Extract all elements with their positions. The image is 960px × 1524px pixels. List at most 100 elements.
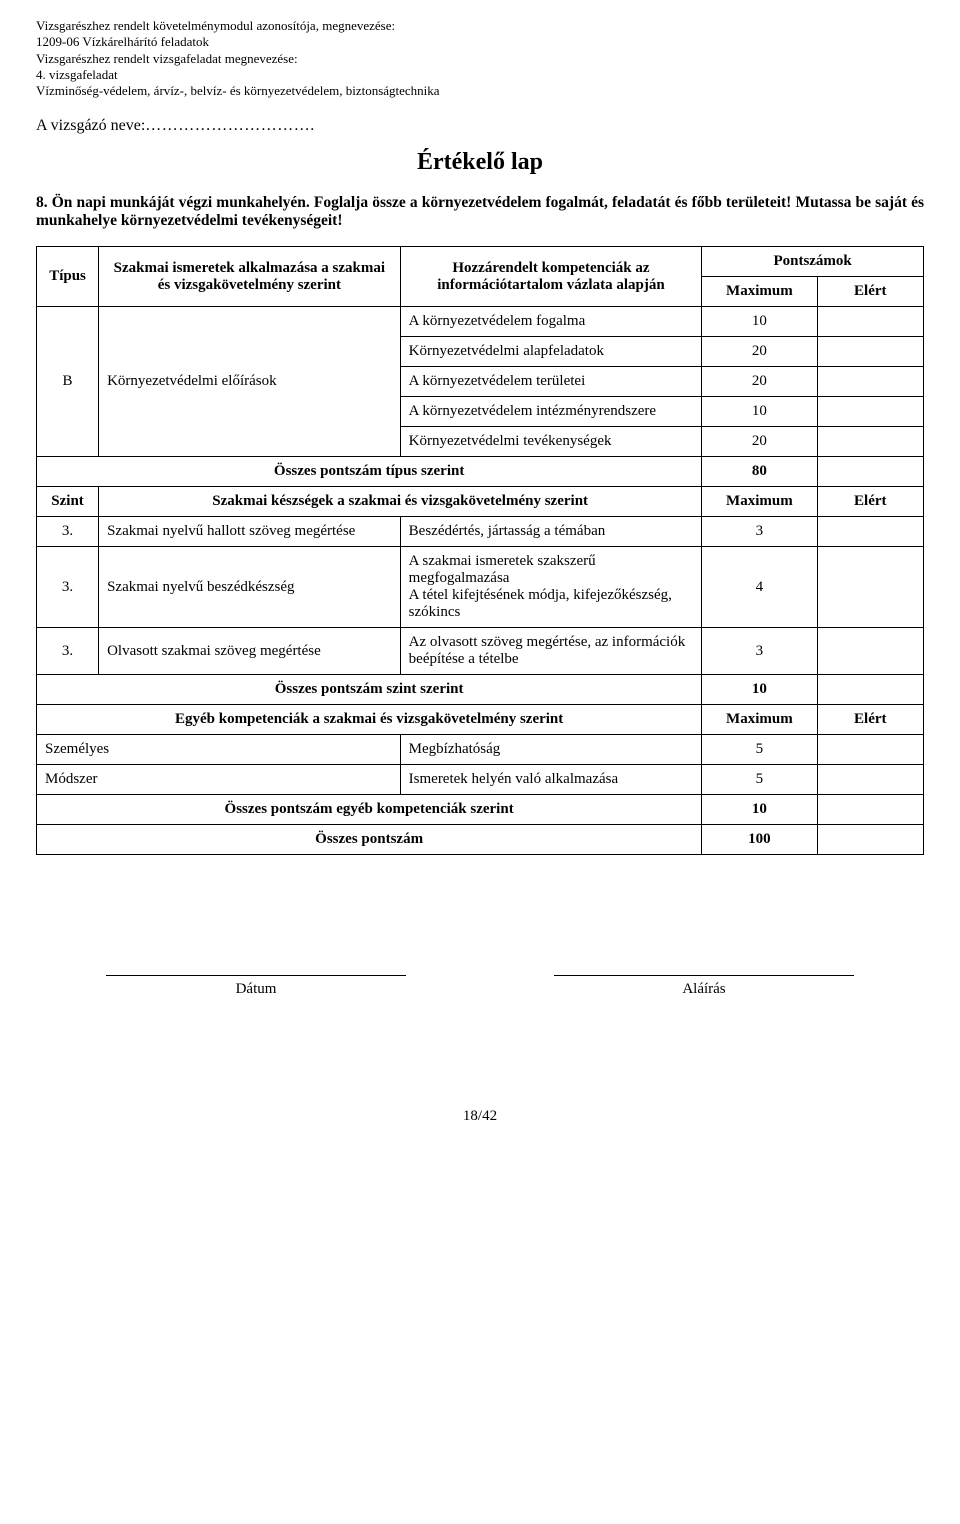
elert-cell[interactable] (817, 547, 923, 628)
elert-cell[interactable] (817, 765, 923, 795)
page-number: 18/42 (36, 1108, 924, 1125)
exam-question: 8. Ön napi munkáját végzi munkahelyén. F… (36, 194, 924, 230)
elert-cell[interactable] (817, 337, 923, 367)
col-max-header: Maximum (702, 277, 817, 307)
subtotal-label: Összes pontszám egyéb kompetenciák szeri… (37, 795, 702, 825)
max-cell: 5 (702, 765, 817, 795)
szint-level: 3. (37, 517, 99, 547)
table-row: B Környezetvédelmi előírások A környezet… (37, 307, 924, 337)
subtotal-value: 10 (702, 675, 817, 705)
egyeb-desc: Megbízhatóság (400, 735, 702, 765)
subtotal-label: Összes pontszám szint szerint (37, 675, 702, 705)
question-number: 8. (36, 194, 48, 211)
tipus-cell: B (37, 307, 99, 457)
examinee-name-line: A vizsgázó neve:…………………………. (36, 117, 924, 135)
szint-skill: Szakmai nyelvű beszédkészség (99, 547, 401, 628)
subtotal-elert[interactable] (817, 795, 923, 825)
subtotal-value: 10 (702, 795, 817, 825)
kompetencia-cell: A környezetvédelem területei (400, 367, 702, 397)
szint-level: 3. (37, 547, 99, 628)
ismeretek-cell: Környezetvédelmi előírások (99, 307, 401, 457)
header-line: Vizsgarészhez rendelt vizsgafeladat megn… (36, 51, 924, 67)
max-cell: 3 (702, 517, 817, 547)
header-line: Vizsgarészhez rendelt követelménymodul a… (36, 18, 924, 34)
kompetencia-cell: Környezetvédelmi tevékenységek (400, 427, 702, 457)
subtotal-elert[interactable] (817, 457, 923, 487)
col-tipus-header: Típus (37, 247, 99, 307)
max-cell: 20 (702, 337, 817, 367)
page-header: Vizsgarészhez rendelt követelménymodul a… (36, 18, 924, 99)
elert-cell[interactable] (817, 307, 923, 337)
grand-total-elert[interactable] (817, 825, 923, 855)
elert-cell[interactable] (817, 427, 923, 457)
elert-cell[interactable] (817, 367, 923, 397)
max-cell: 5 (702, 735, 817, 765)
elert-cell[interactable] (817, 517, 923, 547)
max-cell: 3 (702, 628, 817, 675)
egyeb-category: Módszer (37, 765, 401, 795)
elert-cell[interactable] (817, 628, 923, 675)
szint-elert-header: Elért (817, 487, 923, 517)
date-signature: Dátum (106, 975, 406, 998)
grand-total-row: Összes pontszám 100 (37, 825, 924, 855)
egyeb-elert-header: Elért (817, 705, 923, 735)
kompetencia-cell: A környezetvédelem intézményrendszere (400, 397, 702, 427)
signature-line (554, 975, 854, 979)
egyeb-header: Egyéb kompetenciák a szakmai és vizsgakö… (37, 705, 702, 735)
page-title: Értékelő lap (36, 149, 924, 176)
table-header-row: Típus Szakmai ismeretek alkalmazása a sz… (37, 247, 924, 277)
header-line: 1209-06 Vízkárelhárító feladatok (36, 34, 924, 50)
col-pontszamok-header: Pontszámok (702, 247, 924, 277)
szint-desc: Az olvasott szöveg megértése, az informá… (400, 628, 702, 675)
subtotal-row: Összes pontszám szint szerint 10 (37, 675, 924, 705)
egyeb-max-header: Maximum (702, 705, 817, 735)
signature-line (106, 975, 406, 979)
table-row: 3. Olvasott szakmai szöveg megértése Az … (37, 628, 924, 675)
szint-header: Szint (37, 487, 99, 517)
name-blank: …………………………. (145, 117, 315, 134)
szint-skills-header: Szakmai készségek a szakmai és vizsgaköv… (99, 487, 702, 517)
header-line: Vízminőség-védelem, árvíz-, belvíz- és k… (36, 83, 924, 99)
date-label: Dátum (106, 981, 406, 998)
table-row: 3. Szakmai nyelvű hallott szöveg megérté… (37, 517, 924, 547)
max-cell: 20 (702, 427, 817, 457)
signature-row: Dátum Aláírás (36, 975, 924, 998)
grand-total-value: 100 (702, 825, 817, 855)
szint-desc: Beszédértés, jártasság a témában (400, 517, 702, 547)
egyeb-desc: Ismeretek helyén való alkalmazása (400, 765, 702, 795)
max-cell: 20 (702, 367, 817, 397)
subtotal-row: Összes pontszám típus szerint 80 (37, 457, 924, 487)
header-line: 4. vizsgafeladat (36, 67, 924, 83)
egyeb-header-row: Egyéb kompetenciák a szakmai és vizsgakö… (37, 705, 924, 735)
szint-skill: Olvasott szakmai szöveg megértése (99, 628, 401, 675)
szint-desc: A szakmai ismeretek szakszerű megfogalma… (400, 547, 702, 628)
egyeb-category: Személyes (37, 735, 401, 765)
col-elert-header: Elért (817, 277, 923, 307)
elert-cell[interactable] (817, 397, 923, 427)
max-cell: 10 (702, 307, 817, 337)
table-row: Személyes Megbízhatóság 5 (37, 735, 924, 765)
col-ismeretek-header: Szakmai ismeretek alkalmazása a szakmai … (99, 247, 401, 307)
elert-cell[interactable] (817, 735, 923, 765)
question-text: Ön napi munkáját végzi munkahelyén. Fogl… (36, 194, 924, 229)
szint-skill: Szakmai nyelvű hallott szöveg megértése (99, 517, 401, 547)
evaluation-table: Típus Szakmai ismeretek alkalmazása a sz… (36, 246, 924, 855)
table-row: Módszer Ismeretek helyén való alkalmazás… (37, 765, 924, 795)
name-label: A vizsgázó neve: (36, 117, 145, 134)
table-row: 3. Szakmai nyelvű beszédkészség A szakma… (37, 547, 924, 628)
kompetencia-cell: Környezetvédelmi alapfeladatok (400, 337, 702, 367)
sign-label: Aláírás (554, 981, 854, 998)
max-cell: 10 (702, 397, 817, 427)
grand-total-label: Összes pontszám (37, 825, 702, 855)
szint-max-header: Maximum (702, 487, 817, 517)
col-kompetenciak-header: Hozzárendelt kompetenciák az információt… (400, 247, 702, 307)
subtotal-value: 80 (702, 457, 817, 487)
szint-level: 3. (37, 628, 99, 675)
szint-header-row: Szint Szakmai készségek a szakmai és viz… (37, 487, 924, 517)
subtotal-elert[interactable] (817, 675, 923, 705)
kompetencia-cell: A környezetvédelem fogalma (400, 307, 702, 337)
max-cell: 4 (702, 547, 817, 628)
subtotal-label: Összes pontszám típus szerint (37, 457, 702, 487)
sign-signature: Aláírás (554, 975, 854, 998)
subtotal-row: Összes pontszám egyéb kompetenciák szeri… (37, 795, 924, 825)
